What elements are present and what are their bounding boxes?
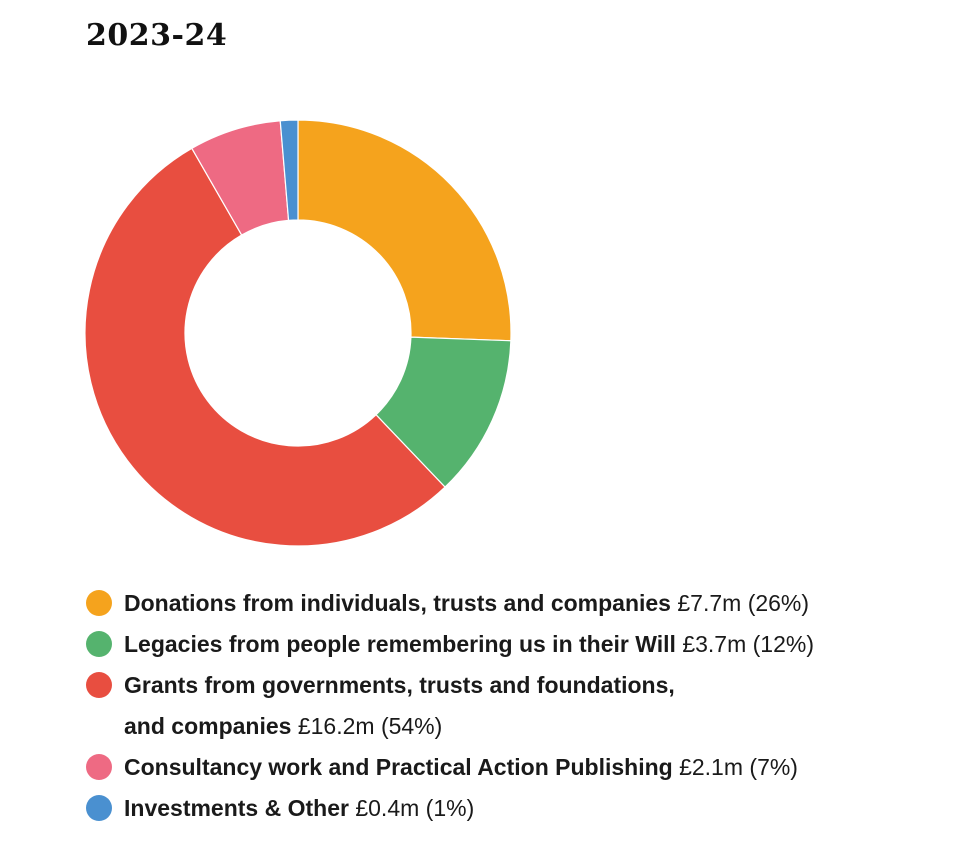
legend-amount-legacies: £3.7m bbox=[682, 631, 747, 657]
legend-swatch-donations bbox=[86, 590, 112, 616]
legend-label-grants-line2: and companies bbox=[124, 713, 292, 739]
legend-percent-legacies: (12%) bbox=[752, 631, 814, 657]
legend-swatch-legacies bbox=[86, 631, 112, 657]
legend-label-donations: Donations from individuals, trusts and c… bbox=[124, 590, 671, 616]
legend-item-legacies: Legacies from people remembering us in t… bbox=[86, 624, 946, 665]
chart-title: 2023-24 bbox=[86, 18, 228, 53]
legend-item-investments: Investments & Other £0.4m (1%) bbox=[86, 788, 946, 829]
legend-swatch-grants bbox=[86, 672, 112, 698]
legend-percent-donations: (26%) bbox=[747, 590, 810, 616]
legend-swatch-consultancy bbox=[86, 754, 112, 780]
slice-donations bbox=[297, 119, 512, 342]
legend-amount-donations: £7.7m bbox=[677, 590, 742, 616]
legend-amount-consultancy: £2.1m bbox=[679, 754, 744, 780]
legend: Donations from individuals, trusts and c… bbox=[86, 583, 946, 829]
legend-label-grants: Grants from governments, trusts and foun… bbox=[124, 672, 675, 698]
legend-label-investments: Investments & Other bbox=[124, 795, 349, 821]
legend-label-consultancy: Consultancy work and Practical Action Pu… bbox=[124, 754, 673, 780]
slice-investments bbox=[279, 119, 299, 222]
legend-swatch-investments bbox=[86, 795, 112, 821]
donut-chart bbox=[84, 119, 512, 547]
legend-percent-consultancy: (7%) bbox=[749, 754, 798, 780]
slice-grants bbox=[84, 147, 446, 547]
legend-label-legacies: Legacies from people remembering us in t… bbox=[124, 631, 676, 657]
legend-item-consultancy: Consultancy work and Practical Action Pu… bbox=[86, 747, 946, 788]
legend-percent-grants: (54%) bbox=[380, 713, 443, 739]
legend-amount-investments: £0.4m bbox=[355, 795, 420, 821]
legend-item-donations: Donations from individuals, trusts and c… bbox=[86, 583, 946, 624]
legend-amount-grants: £16.2m bbox=[297, 713, 375, 739]
legend-item-grants: Grants from governments, trusts and foun… bbox=[86, 665, 946, 747]
legend-percent-investments: (1%) bbox=[425, 795, 475, 821]
